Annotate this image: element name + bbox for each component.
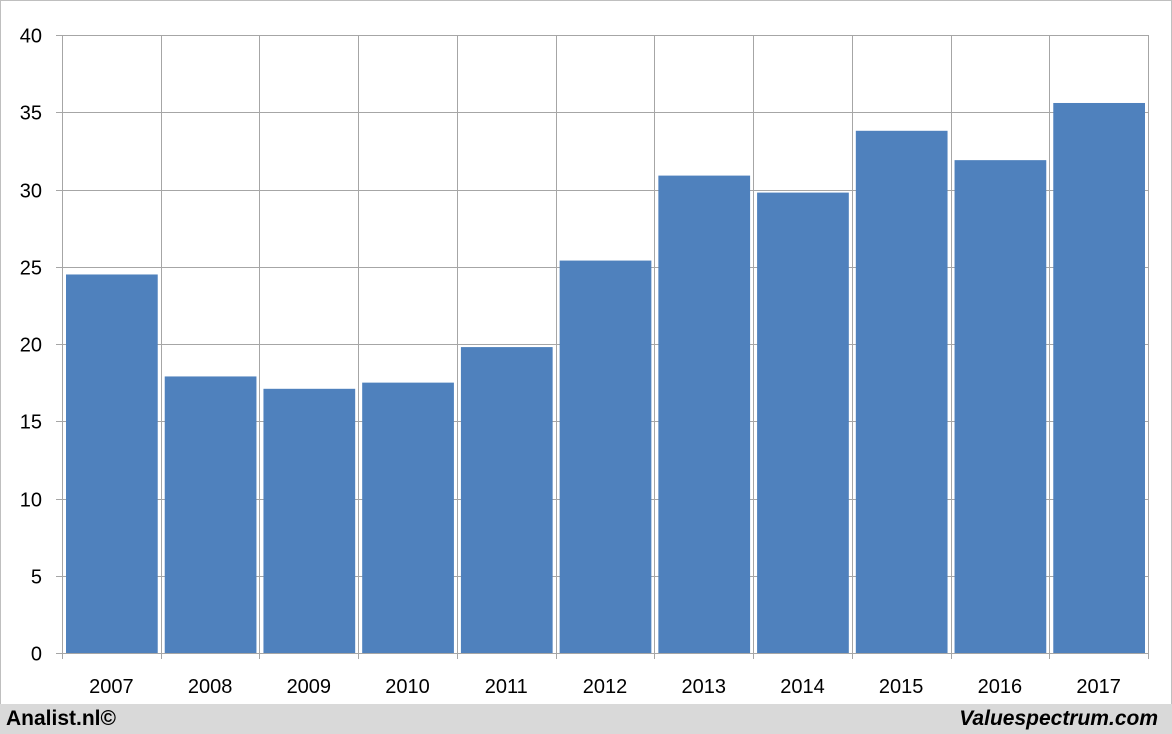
bars <box>66 102 1145 654</box>
x-tick-label: 2009 <box>287 676 332 698</box>
x-tick-label: 2007 <box>89 676 134 698</box>
y-tick-label: 15 <box>20 412 42 434</box>
axes <box>56 35 1149 659</box>
x-tick-label: 2010 <box>385 676 430 698</box>
y-tick-labels: 0 5 10 15 20 25 30 35 40 <box>20 26 42 666</box>
x-tick-label: 2016 <box>978 676 1023 698</box>
x-tick-label: 2011 <box>485 676 528 698</box>
bar-2017 <box>1053 102 1145 654</box>
y-tick-label: 25 <box>20 258 42 280</box>
bar-2015 <box>855 130 948 654</box>
footer-credit-right: Valuespectrum.com <box>959 707 1158 730</box>
x-tick-labels: 2007 2008 2009 2010 2011 2012 2013 2014 2015 2016… <box>89 676 1121 698</box>
x-tick-label: 2008 <box>188 676 233 698</box>
bar-2010 <box>362 382 454 653</box>
y-tick-label: 5 <box>31 567 42 589</box>
bar-2011 <box>460 347 553 653</box>
bar-2014 <box>757 192 849 653</box>
y-tick-label: 0 <box>31 644 42 666</box>
bar-2012 <box>559 260 652 653</box>
footer-credit-left: Analist.nl© <box>6 707 116 730</box>
footer-bar: Analist.nl© Valuespectrum.com <box>0 704 1172 734</box>
y-tick-label: 20 <box>20 335 42 357</box>
y-tick-label: 10 <box>20 490 42 512</box>
bar-2007 <box>66 274 158 653</box>
y-tick-label: 30 <box>20 181 42 203</box>
bar-2008 <box>164 376 257 653</box>
bar-2009 <box>263 388 356 653</box>
x-tick-label: 2012 <box>583 676 628 698</box>
bar-2016 <box>954 160 1047 653</box>
x-tick-label: 2015 <box>879 676 924 698</box>
x-tick-label: 2017 <box>1076 676 1121 698</box>
bar-2013 <box>658 175 751 653</box>
x-tick-label: 2014 <box>780 676 825 698</box>
bar-chart: 0 5 10 15 20 25 30 35 40 2007 2008 2009 2010 2011 201… <box>20 26 1149 698</box>
y-tick-label: 40 <box>20 26 42 48</box>
x-tick-label: 2013 <box>681 676 726 698</box>
y-tick-label: 35 <box>20 103 42 125</box>
